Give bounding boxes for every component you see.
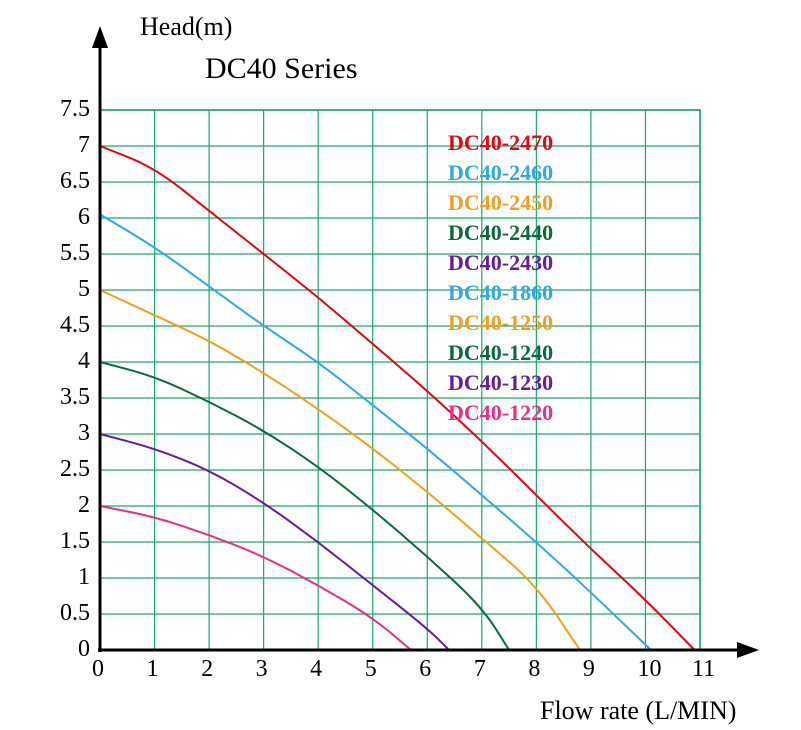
x-tick: 4 [310,656,322,683]
y-tick: 6 [78,204,90,231]
grid [100,110,700,650]
x-tick: 7 [474,656,486,683]
legend-dc40-2440: DC40-2440 [448,220,553,246]
y-tick: 0 [78,636,90,663]
y-tick: 3 [78,420,90,447]
y-axis-title: Head(m) [140,12,232,42]
x-tick: 3 [256,656,268,683]
legend-dc40-2470: DC40-2470 [448,130,553,156]
y-tick: 7 [78,132,90,159]
y-tick: 3.5 [60,384,90,411]
x-tick: 2 [201,656,213,683]
legend-dc40-2450: DC40-2450 [448,190,553,216]
x-tick: 0 [92,656,104,683]
axes [92,26,759,658]
y-tick: 1 [78,564,90,591]
x-tick: 11 [692,656,715,683]
x-tick: 8 [528,656,540,683]
legend-dc40-2430: DC40-2430 [448,250,553,276]
legend-dc40-1860: DC40-1860 [448,280,553,306]
y-tick: 4.5 [60,312,90,339]
legend-dc40-1240: DC40-1240 [448,340,553,366]
x-tick: 10 [637,656,661,683]
x-tick: 6 [419,656,431,683]
y-tick: 0.5 [60,600,90,627]
legend-dc40-1250: DC40-1250 [448,310,553,336]
x-tick: 1 [147,656,159,683]
y-tick: 7.5 [60,96,90,123]
chart-title: DC40 Series [205,52,358,86]
y-tick: 2 [78,492,90,519]
x-tick: 9 [583,656,595,683]
pump-curve-chart [0,0,801,730]
y-tick: 5 [78,276,90,303]
y-tick: 6.5 [60,168,90,195]
curve-dc40-2460 [100,214,651,650]
x-tick: 5 [365,656,377,683]
x-axis-title: Flow rate (L/MIN) [540,696,736,726]
y-tick: 2.5 [60,456,90,483]
y-tick: 1.5 [60,528,90,555]
y-tick: 5.5 [60,240,90,267]
legend-dc40-2460: DC40-2460 [448,160,553,186]
legend-dc40-1220: DC40-1220 [448,400,553,426]
y-tick: 4 [78,348,90,375]
legend-dc40-1230: DC40-1230 [448,370,553,396]
